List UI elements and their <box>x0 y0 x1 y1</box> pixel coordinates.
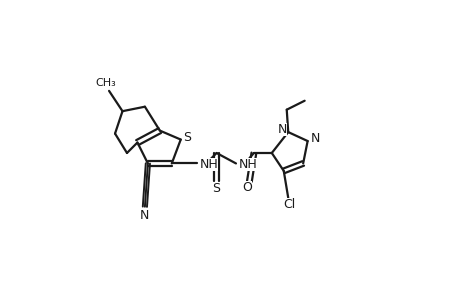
Text: S: S <box>212 182 220 195</box>
Text: NH: NH <box>238 158 257 171</box>
Text: S: S <box>183 131 191 144</box>
Text: NH: NH <box>199 158 218 171</box>
Text: N: N <box>277 123 286 136</box>
Text: O: O <box>241 182 252 194</box>
Text: Cl: Cl <box>283 198 295 211</box>
Text: N: N <box>311 132 320 145</box>
Text: N: N <box>140 208 149 222</box>
Text: CH₃: CH₃ <box>95 78 116 88</box>
